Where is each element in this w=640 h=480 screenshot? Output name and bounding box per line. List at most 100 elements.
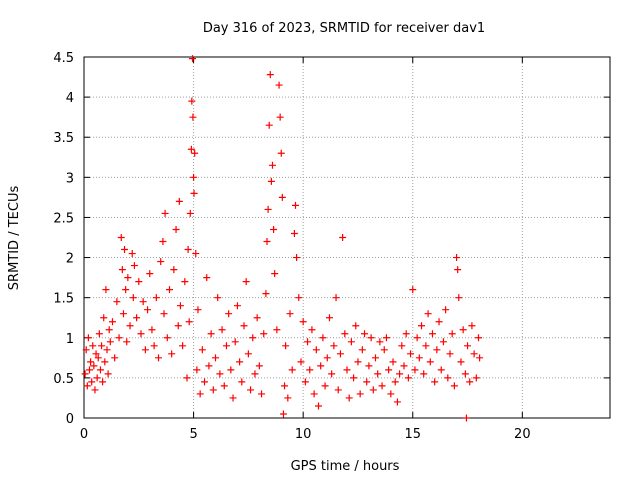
data-point-marker: [339, 234, 347, 241]
data-point-marker: [453, 254, 461, 262]
data-point-marker: [233, 302, 241, 310]
data-point-marker: [468, 322, 476, 330]
y-tick-label: 3: [66, 171, 74, 186]
y-tick-label: 1: [66, 332, 74, 347]
y-axis-label: SRMTID / TECUs: [7, 186, 22, 291]
data-point-marker: [105, 326, 113, 334]
data-point-marker: [102, 286, 110, 294]
data-point-marker: [203, 274, 211, 282]
data-point-marker: [103, 346, 111, 354]
data-point-marker: [356, 390, 364, 398]
data-point-marker: [376, 338, 384, 346]
plot-frame: [83, 56, 611, 419]
y-tick-label: 2: [66, 252, 74, 267]
data-point-marker: [418, 322, 426, 330]
data-point-marker: [190, 189, 198, 197]
data-point-marker: [393, 398, 401, 406]
data-point-marker: [265, 121, 273, 129]
data-point-marker: [321, 382, 329, 390]
data-point-marker: [437, 366, 445, 374]
data-point-marker: [290, 229, 298, 237]
data-point-marker: [422, 342, 430, 350]
data-point-marker: [192, 250, 200, 258]
data-point-marker: [361, 330, 369, 338]
data-point-marker: [96, 366, 104, 374]
data-point-marker: [258, 390, 266, 398]
data-point-marker: [100, 314, 108, 322]
data-point-marker: [461, 370, 469, 378]
y-tick-label: 4.5: [53, 51, 74, 66]
data-point-marker: [420, 370, 428, 378]
data-point-marker: [207, 330, 215, 338]
data-point-marker: [433, 346, 441, 354]
data-point-marker: [264, 205, 272, 213]
data-point-marker: [396, 370, 404, 378]
data-point-marker: [308, 326, 316, 334]
data-point-marker: [152, 294, 160, 302]
data-point-marker: [464, 342, 472, 350]
data-point-marker: [141, 346, 149, 354]
data-point-marker: [301, 378, 309, 386]
data-point-marker: [350, 374, 358, 382]
data-point-marker: [225, 310, 233, 318]
data-point-marker: [312, 346, 320, 354]
data-point-marker: [123, 338, 131, 346]
data-point-marker: [476, 354, 484, 362]
data-point-marker: [334, 386, 342, 394]
data-point-marker: [345, 394, 353, 402]
data-point-marker: [273, 326, 281, 334]
data-point-marker: [435, 318, 443, 326]
data-point-marker: [282, 342, 290, 350]
x-tick-label: 20: [514, 427, 531, 442]
data-point-marker: [172, 225, 180, 233]
data-point-marker: [146, 270, 154, 278]
data-point-marker: [431, 378, 439, 386]
data-point-marker: [129, 294, 137, 302]
data-point-marker: [148, 326, 156, 334]
data-point-marker: [444, 374, 452, 382]
data-point-marker: [389, 358, 397, 366]
data-point-marker: [277, 149, 285, 157]
data-point-marker: [260, 330, 268, 338]
data-point-marker: [87, 358, 95, 366]
x-tick-label: 0: [80, 427, 88, 442]
data-point-marker: [304, 338, 312, 346]
data-point-marker: [323, 354, 331, 362]
data-point-marker: [220, 382, 228, 390]
data-point-marker: [89, 342, 97, 350]
data-point-marker: [378, 382, 386, 390]
data-point-marker: [209, 386, 217, 394]
data-point-marker: [446, 350, 454, 358]
data-point-marker: [81, 370, 89, 378]
data-point-marker: [93, 374, 101, 382]
data-point-marker: [374, 370, 382, 378]
data-point-marker: [442, 306, 450, 314]
data-point-marker: [466, 378, 474, 386]
data-point-marker: [236, 358, 244, 366]
data-point-marker: [470, 350, 478, 358]
data-point-marker: [413, 334, 421, 342]
data-point-marker: [194, 306, 202, 314]
data-point-marker: [347, 338, 355, 346]
data-point-marker: [189, 113, 197, 121]
data-point-marker: [411, 366, 419, 374]
data-point-marker: [175, 197, 183, 205]
data-point-marker: [268, 161, 276, 169]
data-point-marker: [191, 149, 199, 157]
data-point-marker: [82, 346, 90, 354]
data-point-marker: [124, 274, 132, 282]
data-point-marker: [111, 354, 119, 362]
data-point-marker: [214, 294, 222, 302]
data-point-marker: [262, 290, 270, 298]
x-axis-label: GPS time / hours: [291, 459, 400, 474]
data-point-marker: [92, 350, 100, 358]
data-point-marker: [227, 366, 235, 374]
data-point-marker: [101, 358, 109, 366]
data-point-marker: [193, 366, 201, 374]
data-point-marker: [157, 258, 165, 266]
data-point-marker: [176, 302, 184, 310]
data-point-marker: [297, 358, 305, 366]
chart-title: Day 316 of 2023, SRMTID for receiver dav…: [203, 21, 485, 36]
data-point-marker: [319, 334, 327, 342]
data-point-marker: [106, 338, 114, 346]
